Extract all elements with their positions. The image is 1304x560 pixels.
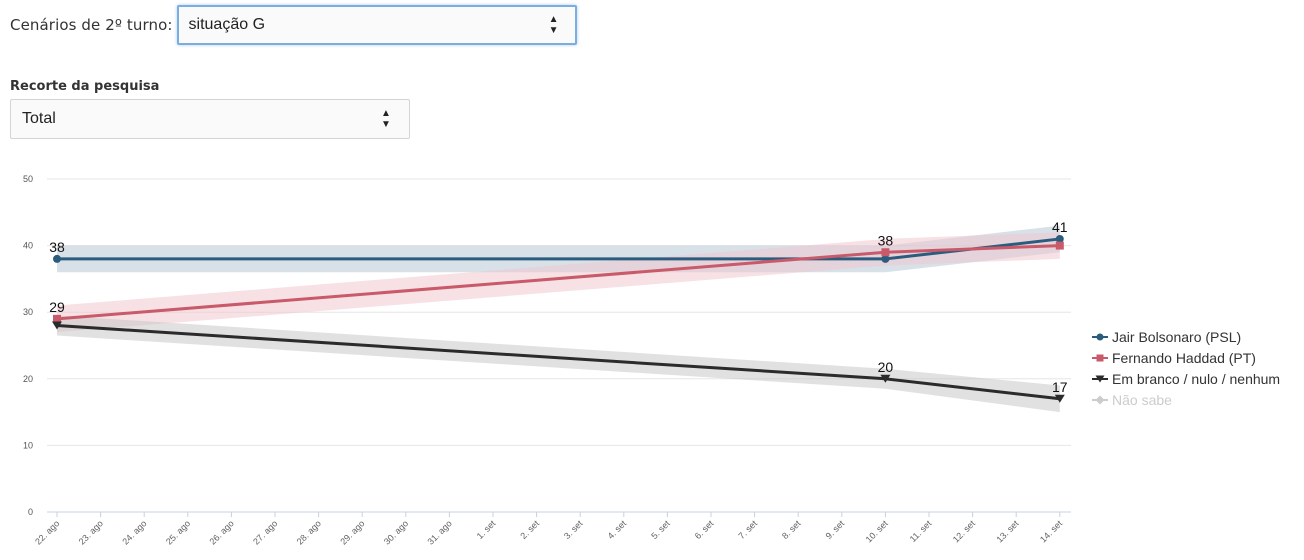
x-tick-label: 1. set	[475, 518, 498, 541]
recorte-select-value: Total	[22, 110, 56, 127]
x-tick-label: 10. set	[864, 518, 891, 545]
legend-label: Não sabe	[1112, 392, 1172, 408]
data-label: 41	[1052, 219, 1068, 235]
line-chart: 0 10 20 30 40 50 22. ago 23. ago 24. ago 25. ago 2…	[23, 174, 1280, 547]
data-point	[881, 254, 890, 263]
legend-label: Jair Bolsonaro (PSL)	[1112, 329, 1241, 345]
select-arrows-icon: ▲ ▼	[548, 14, 559, 36]
x-tick-label: 12. set	[951, 518, 978, 545]
data-point	[52, 321, 62, 330]
x-tick-label: 2. set	[518, 518, 541, 541]
data-point	[1055, 241, 1064, 250]
y-tick-label: 10	[23, 440, 33, 450]
scenarios-select-value: situação G	[188, 16, 266, 33]
confidence-band	[57, 315, 1060, 413]
recorte-label: Recorte da pesquisa	[10, 79, 160, 94]
legend-label: Em branco / nulo / nenhum	[1112, 371, 1280, 387]
x-tick-label: 31. ago	[426, 518, 454, 546]
x-tick-label: 8. set	[780, 518, 803, 541]
x-tick-label: 25. ago	[164, 518, 192, 546]
data-point	[53, 314, 61, 323]
data-point	[880, 374, 891, 383]
x-tick-label: 29. ago	[338, 518, 366, 546]
y-tick-label: 30	[23, 307, 33, 317]
x-tick-label: 11. set	[908, 518, 934, 544]
y-tick-label: 20	[23, 374, 33, 384]
x-tick-label: 26. ago	[208, 518, 236, 546]
data-label: 20	[878, 359, 894, 375]
scenario-row: Cenários de 2º turno: situação G ▲ ▼	[10, 5, 577, 45]
x-tick-label: 5. set	[649, 518, 672, 541]
x-tick-label: 30. ago	[382, 518, 410, 546]
legend-item[interactable]: Em branco / nulo / nenhum	[1092, 371, 1280, 387]
legend-label: Fernando Haddad (PT)	[1112, 350, 1256, 366]
x-tick-label: 23. ago	[77, 518, 105, 546]
data-label: 38	[49, 239, 65, 255]
data-label: 38	[878, 232, 894, 248]
legend-marker	[1096, 354, 1104, 362]
x-tick-label: 6. set	[693, 518, 716, 541]
data-label: 17	[1052, 379, 1068, 395]
legend-marker	[1095, 375, 1105, 383]
data-point	[1054, 394, 1065, 403]
x-tick-label: 24. ago	[120, 518, 148, 546]
legend-item[interactable]: Não sabe	[1092, 392, 1172, 408]
y-tick-label: 0	[28, 507, 33, 517]
data-point	[53, 254, 61, 263]
y-tick-label: 50	[23, 174, 33, 184]
x-tick-label: 13. set	[994, 518, 1021, 545]
scenarios-select[interactable]: situação G ▲ ▼	[176, 5, 577, 45]
x-tick-label: 4. set	[606, 518, 629, 541]
x-tick-label: 27. ago	[251, 518, 279, 546]
x-tick-label: 22. ago	[33, 518, 61, 546]
scenarios-label: Cenários de 2º turno:	[10, 16, 173, 34]
select-arrows-icon: ▲ ▼	[381, 108, 391, 130]
x-tick-label: 9. set	[824, 518, 847, 541]
legend-item[interactable]: Jair Bolsonaro (PSL)	[1092, 329, 1241, 345]
recorte-select[interactable]: Total ▲ ▼	[10, 99, 410, 139]
legend-marker	[1095, 395, 1105, 405]
x-tick-label: 3. set	[562, 518, 585, 541]
x-tick-label: 14. set	[1038, 518, 1065, 545]
x-tick-label: 28. ago	[295, 518, 323, 546]
legend-marker	[1096, 333, 1104, 341]
data-point	[881, 248, 890, 257]
y-tick-label: 40	[23, 241, 33, 251]
x-tick-label: 7. set	[736, 518, 759, 541]
data-label: 29	[49, 299, 65, 315]
data-point	[1055, 234, 1064, 243]
legend-item[interactable]: Fernando Haddad (PT)	[1092, 350, 1256, 366]
